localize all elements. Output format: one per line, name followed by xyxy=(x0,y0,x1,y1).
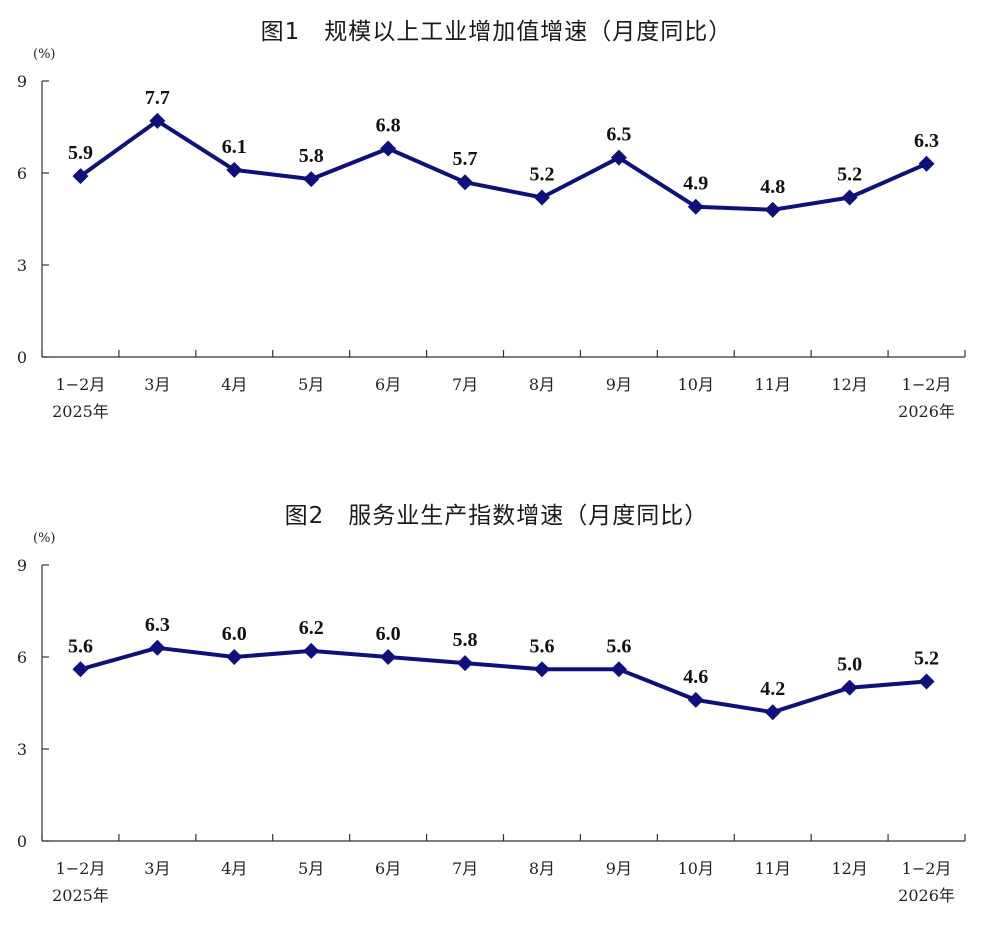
data-point-marker xyxy=(226,649,243,665)
x-tick-label: 5月 xyxy=(298,375,324,394)
services-line-plot: (%) 0 3 6 9 1−2月 2025年 3月 4月 5月 6月 7月 8月 9月 10月 11月 12月 1… xyxy=(17,531,966,905)
data-value-label: 6.8 xyxy=(376,114,401,136)
x-tick-year-label: 2025年 xyxy=(52,402,109,421)
y-unit-label: (%) xyxy=(33,47,56,62)
x-tick-label: 6月 xyxy=(375,859,401,878)
x-tick-label: 10月 xyxy=(678,859,714,878)
data-point-marker xyxy=(918,155,935,172)
data-value-label: 5.8 xyxy=(453,629,478,651)
data-point-marker xyxy=(687,691,704,708)
data-point-marker xyxy=(149,639,166,656)
x-tick-label: 8月 xyxy=(529,859,555,878)
data-point-marker xyxy=(764,704,781,721)
x-tick-year-label: 2025年 xyxy=(52,886,109,905)
services-production-index-chart: 图2 服务业生产指数增速（月度同比） (%) 0 3 6 9 1−2月 2025年 3月 4月 5… xyxy=(0,484,993,942)
data-value-label: 5.6 xyxy=(529,635,554,657)
data-point-marker xyxy=(72,168,89,185)
x-tick-label: 9月 xyxy=(606,859,632,878)
x-tick-label: 7月 xyxy=(452,375,478,394)
data-point-marker xyxy=(918,673,935,690)
y-tick-label: 6 xyxy=(17,164,27,183)
data-value-label: 4.6 xyxy=(683,666,708,688)
industrial-value-added-chart: 图1 规模以上工业增加值增速（月度同比） (%) 0 3 6 9 1−2月 2025年 3月 4… xyxy=(0,0,993,470)
data-value-label: 6.3 xyxy=(145,614,170,636)
data-point-marker xyxy=(457,174,474,191)
x-tick-label: 4月 xyxy=(221,859,247,878)
data-point-marker xyxy=(687,198,704,215)
data-point-marker xyxy=(841,679,858,696)
data-point-marker xyxy=(457,655,474,672)
data-value-label: 5.6 xyxy=(606,635,631,657)
chart-title: 图1 规模以上工业增加值增速（月度同比） xyxy=(260,19,733,45)
x-tick-label: 8月 xyxy=(529,375,555,394)
data-point-marker xyxy=(149,112,166,129)
x-tick-year-label: 2026年 xyxy=(898,402,955,421)
data-value-label: 5.2 xyxy=(529,164,554,186)
data-value-label: 5.0 xyxy=(837,654,862,676)
x-tick-label: 1−2月 xyxy=(56,859,106,878)
data-value-label: 6.0 xyxy=(376,623,401,645)
x-tick-label: 11月 xyxy=(755,375,791,394)
y-tick-label: 3 xyxy=(17,740,27,759)
x-tick-label: 6月 xyxy=(375,375,401,394)
data-point-marker xyxy=(72,661,89,678)
data-value-label: 5.6 xyxy=(68,635,93,657)
data-point-marker xyxy=(533,661,550,678)
industrial-line-plot: (%) 0 3 6 9 1−2月 2025年 3月 4月 5月 6月 7月 8月 9月 10月 11月 12月 1… xyxy=(17,47,966,421)
chart-title: 图2 服务业生产指数增速（月度同比） xyxy=(284,503,709,529)
data-value-label: 4.9 xyxy=(683,173,708,195)
x-tick-label: 10月 xyxy=(678,375,714,394)
y-unit-label: (%) xyxy=(33,531,56,546)
y-tick-label: 9 xyxy=(17,556,27,575)
y-tick-label: 3 xyxy=(17,256,27,275)
x-tick-label: 9月 xyxy=(606,375,632,394)
data-value-label: 6.5 xyxy=(606,124,631,146)
data-point-marker xyxy=(303,642,320,659)
data-value-label: 5.8 xyxy=(299,145,324,167)
data-value-label: 6.0 xyxy=(222,623,247,645)
x-tick-label: 4月 xyxy=(221,375,247,394)
data-point-marker xyxy=(610,149,627,166)
y-tick-label: 0 xyxy=(17,832,27,851)
data-point-marker xyxy=(303,171,320,188)
y-tick-label: 6 xyxy=(17,648,27,667)
data-value-label: 5.2 xyxy=(914,648,939,670)
x-tick-label: 3月 xyxy=(144,375,170,394)
series-line xyxy=(79,645,927,715)
data-value-label: 5.7 xyxy=(453,148,478,170)
x-tick-label: 12月 xyxy=(831,375,867,394)
data-value-label: 4.8 xyxy=(760,176,785,198)
data-point-marker xyxy=(533,189,550,206)
data-value-label: 4.2 xyxy=(760,678,785,700)
x-tick-label: 7月 xyxy=(452,859,478,878)
data-point-marker xyxy=(841,189,858,206)
data-value-label: 5.9 xyxy=(68,142,93,164)
y-tick-label: 9 xyxy=(17,72,27,91)
data-point-marker xyxy=(226,161,243,178)
data-point-marker xyxy=(610,661,627,678)
y-tick-label: 0 xyxy=(17,348,27,367)
data-value-label: 5.2 xyxy=(837,164,862,186)
x-tick-year-label: 2026年 xyxy=(898,886,955,905)
data-value-label: 6.2 xyxy=(299,617,324,639)
x-tick-label: 11月 xyxy=(755,859,791,878)
series-line xyxy=(79,118,928,212)
data-point-marker xyxy=(764,201,781,218)
x-tick-label: 1−2月 xyxy=(902,859,952,878)
x-tick-label: 5月 xyxy=(298,859,324,878)
x-tick-label: 1−2月 xyxy=(902,375,952,394)
data-value-label: 7.7 xyxy=(145,87,170,109)
data-value-label: 6.3 xyxy=(914,130,939,152)
x-tick-label: 1−2月 xyxy=(56,375,106,394)
data-value-label: 6.1 xyxy=(222,136,247,158)
data-point-marker xyxy=(380,649,397,665)
x-tick-label: 12月 xyxy=(831,859,867,878)
data-point-marker xyxy=(380,140,397,157)
x-tick-label: 3月 xyxy=(144,859,170,878)
